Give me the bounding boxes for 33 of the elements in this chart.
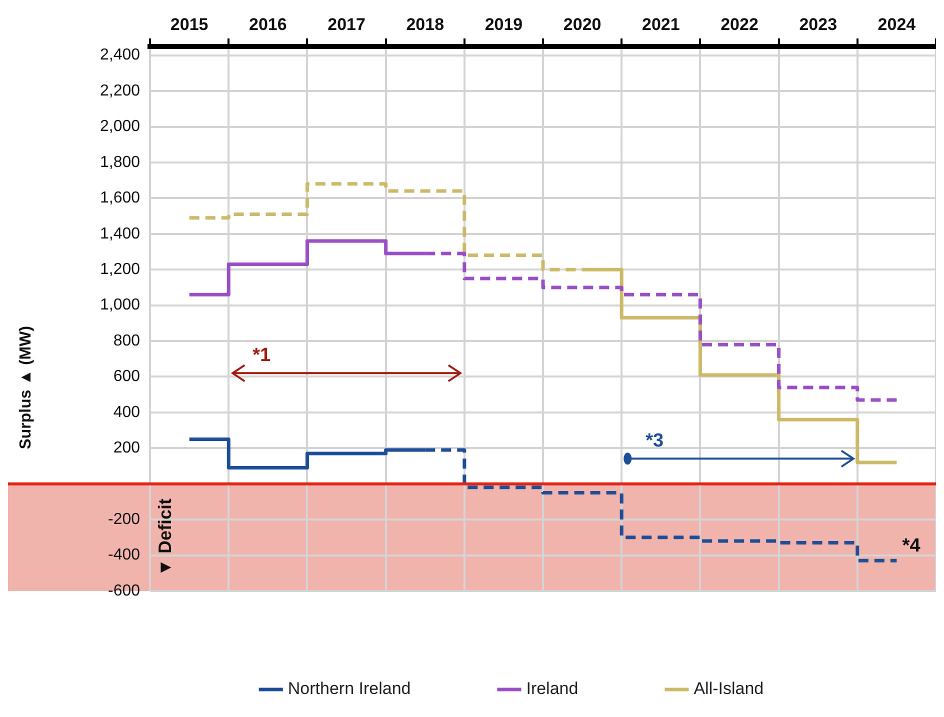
x-tick-label: 2018 — [406, 14, 444, 34]
x-tick-label: 2016 — [249, 14, 287, 34]
annotation: *3 — [646, 430, 664, 452]
band-label: ▼ Deficit — [155, 498, 176, 576]
x-tick-label: 2022 — [720, 14, 758, 34]
y-tick-label: 2,000 — [100, 118, 140, 136]
x-tick-label: 2017 — [328, 14, 366, 34]
y-tick-label: 1,600 — [100, 190, 140, 207]
legend-label: Northern Ireland — [288, 679, 411, 698]
y-tick-label: 1,200 — [100, 261, 140, 278]
annotation: *4 — [902, 536, 921, 557]
y-tick-label: 1,400 — [100, 225, 140, 242]
y-tick-label: -600 — [108, 582, 140, 600]
x-tick-label: 2023 — [799, 14, 838, 34]
x-tick-label: 2024 — [878, 14, 916, 34]
legend-label: Ireland — [526, 679, 578, 698]
y-tick-label: 1,000 — [100, 296, 140, 314]
x-tick-label: 2021 — [642, 14, 680, 34]
y-tick-label: -200 — [108, 510, 140, 528]
y-tick-label: 1,800 — [100, 154, 140, 171]
y-tick-label: 2,200 — [100, 82, 140, 100]
y-tick-label: 2,400 — [100, 46, 140, 64]
y-tick-label: 800 — [113, 332, 140, 350]
y-tick-label: 200 — [113, 440, 140, 457]
x-tick-label: 2019 — [484, 14, 523, 34]
y-tick-label: 400 — [113, 404, 140, 421]
legend-label: All-Island — [694, 679, 764, 698]
y-tick-label: 600 — [113, 368, 140, 386]
y-axis-title: Surplus ▲ (MW) — [17, 326, 34, 450]
x-tick-label: 2015 — [170, 14, 208, 34]
x-tick-label: 2020 — [563, 14, 602, 34]
y-tick-label: -400 — [108, 546, 140, 564]
annotation: *1 — [252, 344, 272, 366]
